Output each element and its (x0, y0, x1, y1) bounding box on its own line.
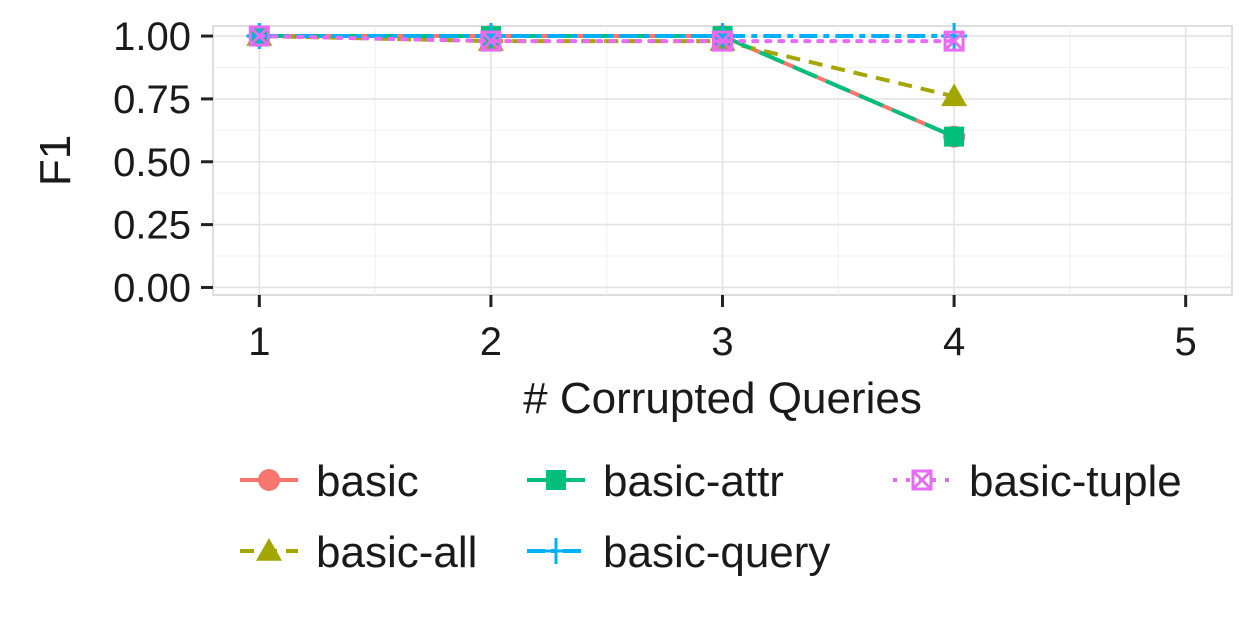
legend-item-basic-attr: basic-attr (527, 457, 784, 506)
legend-label: basic-attr (603, 457, 784, 506)
x-tick-label: 5 (1175, 320, 1197, 364)
y-tick-label: 1.00 (113, 15, 191, 59)
legend-label: basic-query (603, 528, 830, 577)
y-tick-label: 0.75 (113, 78, 191, 122)
legend-item-basic: basic (240, 457, 419, 506)
data-point-basic-tuple-2 (480, 30, 502, 52)
legend-item-basic-all: basic-all (240, 528, 477, 577)
legend-key-marker (258, 469, 280, 491)
data-point-basic-all-4 (941, 83, 968, 107)
series-basic-tuple (248, 25, 965, 52)
y-tick-label: 0.50 (113, 141, 191, 185)
data-point-basic-tuple-3 (712, 30, 733, 52)
x-tick-label: 3 (711, 320, 733, 364)
legend-label: basic (316, 457, 419, 506)
legend-item-basic-query: basic-query (527, 528, 830, 577)
legend-key-marker (543, 538, 569, 564)
y-tick-label: 0.00 (113, 266, 191, 310)
x-axis-title: # Corrupted Queries (523, 374, 922, 423)
data-point-basic-tuple-1 (248, 25, 270, 47)
data-point-basic-attr-4 (944, 126, 965, 147)
y-axis-title: F1 (31, 135, 80, 186)
legend-label: basic-tuple (969, 457, 1182, 506)
legend-key-marker (911, 469, 933, 491)
legend-key-marker (256, 538, 282, 561)
series-line-basic-tuple (257, 34, 957, 44)
legend-key-marker (546, 470, 566, 490)
legend-label: basic-all (316, 528, 477, 577)
x-tick-label: 4 (943, 320, 965, 364)
series-layer (246, 23, 968, 148)
x-tick-label: 1 (248, 320, 270, 364)
axes: 0.00 0.25 0.50 0.75 1.00 1 2 3 4 5 (113, 15, 1197, 364)
data-point-basic-tuple-4 (943, 30, 965, 52)
legend-item-basic-tuple: basic-tuple (893, 457, 1182, 506)
y-tick-label: 0.25 (113, 204, 191, 248)
x-tick-label: 2 (480, 320, 502, 364)
legend: basic basic-all basic-attr basic-query basic… (240, 457, 1182, 577)
